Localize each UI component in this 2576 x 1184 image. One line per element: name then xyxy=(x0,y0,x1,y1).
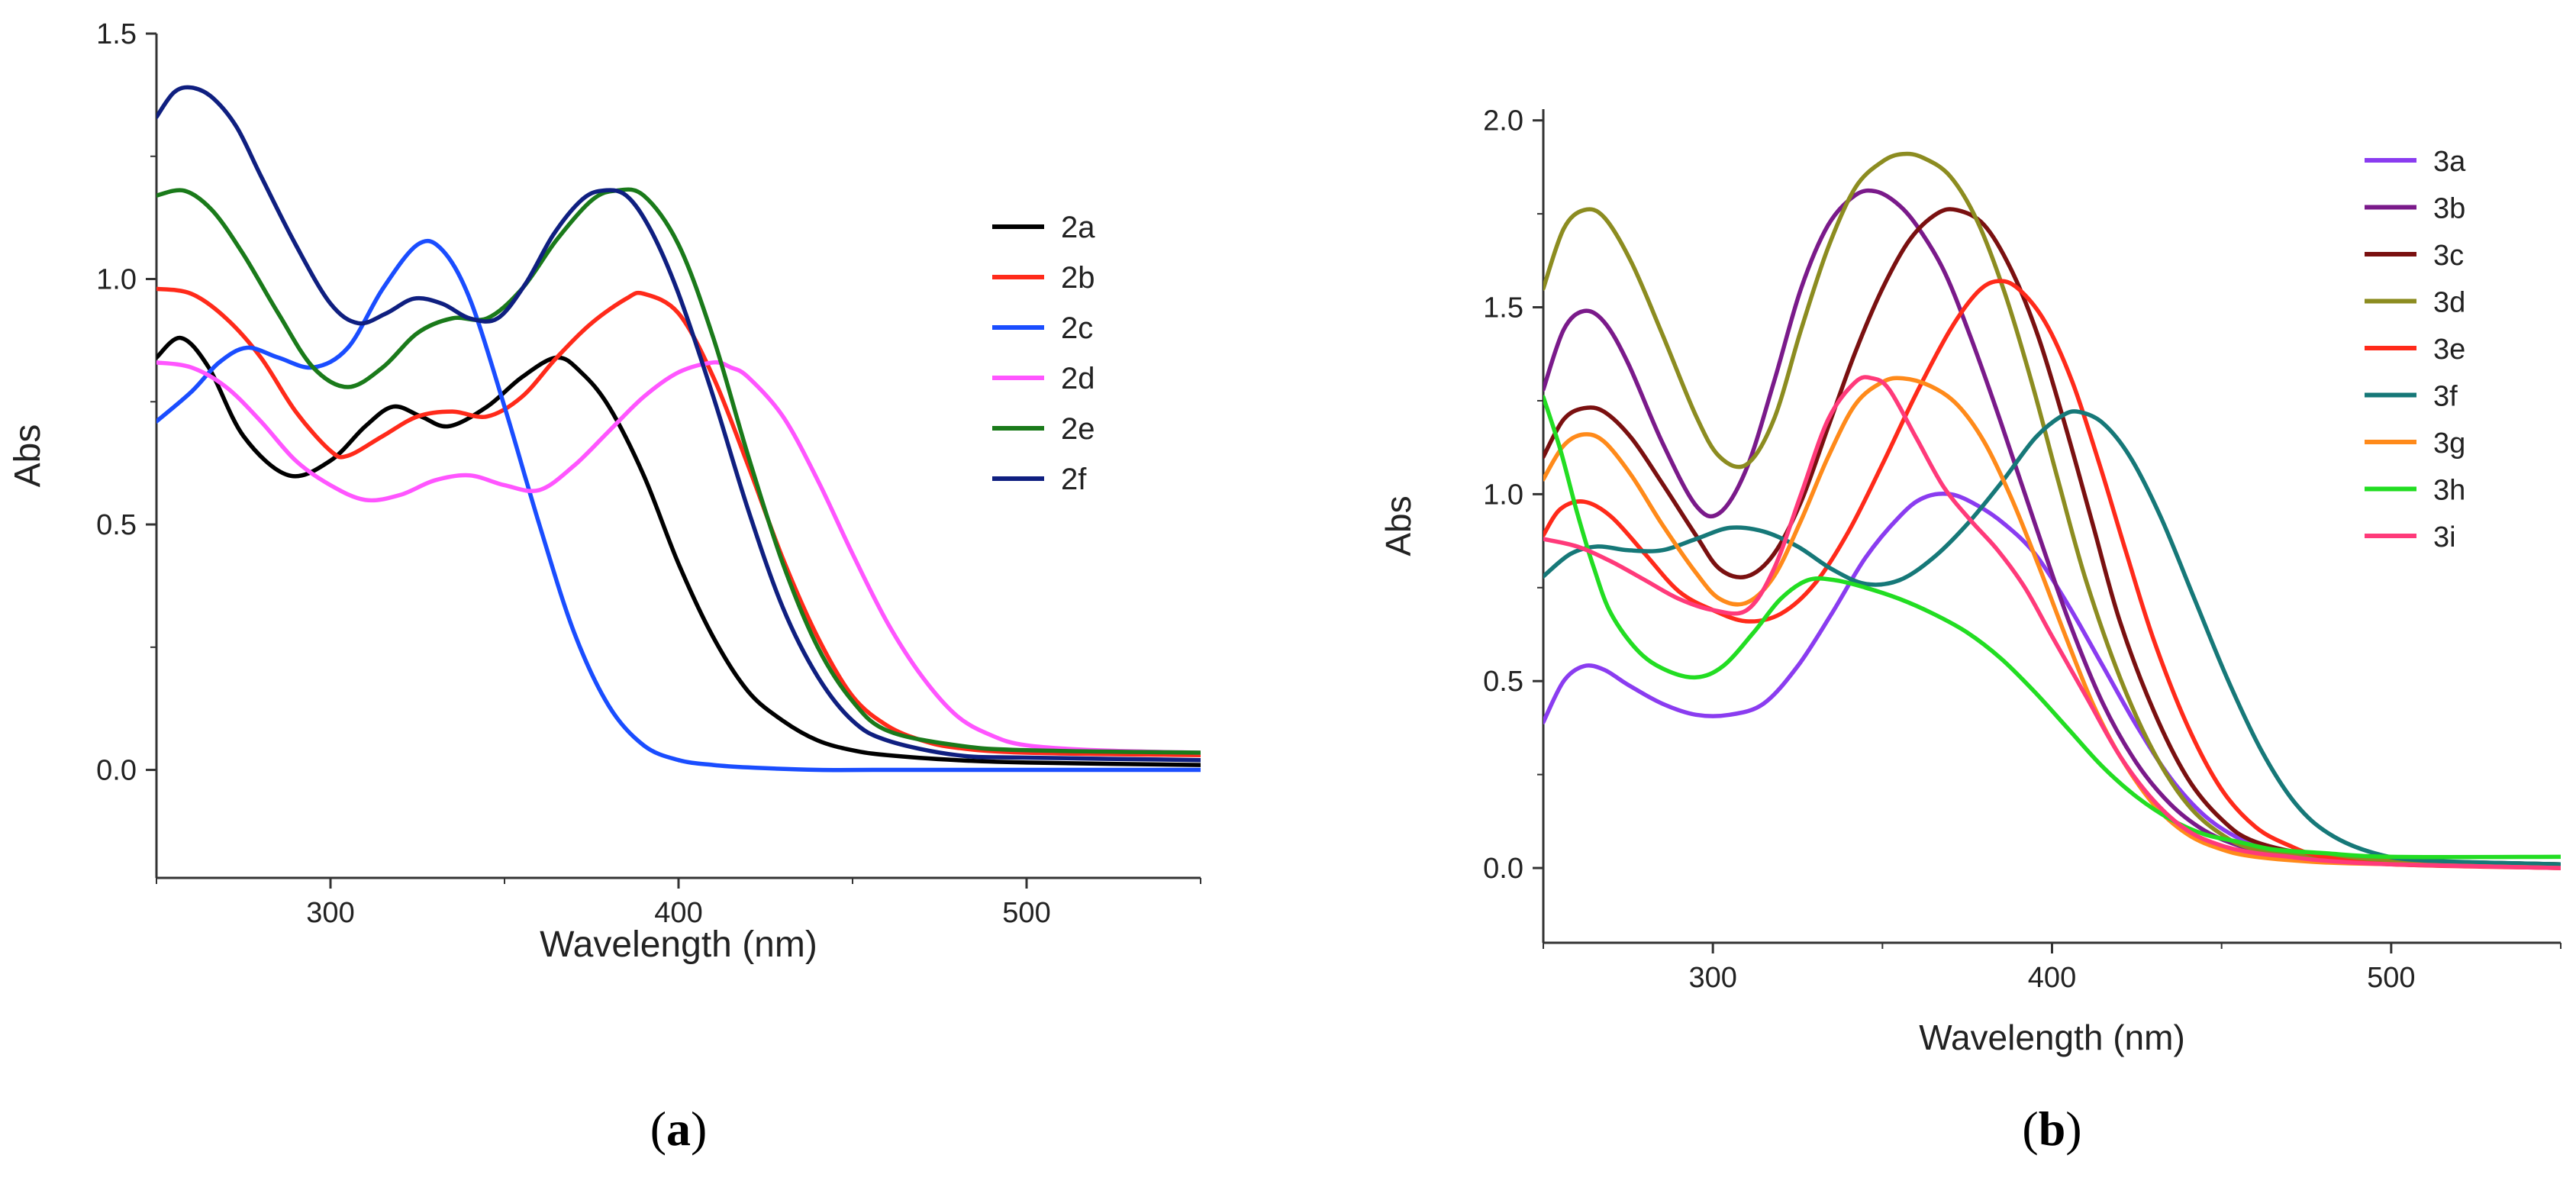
series-line-2d xyxy=(156,360,1201,755)
y-tick-label: 1.0 xyxy=(96,264,137,296)
legend-label: 3i xyxy=(2433,521,2456,553)
legend-label: 2c xyxy=(1061,311,1093,345)
legend-item: 2d xyxy=(992,362,1095,395)
legend-item: 3f xyxy=(2365,381,2458,413)
legend-item: 3a xyxy=(2365,146,2466,178)
plot-area xyxy=(1543,151,2561,870)
x-tick-label: 500 xyxy=(2367,962,2415,994)
legend-label: 3a xyxy=(2433,146,2466,178)
series-line-3c xyxy=(1543,207,2561,866)
y-tick-label: 2.0 xyxy=(1483,105,1523,137)
panel-label-a: (a) xyxy=(650,1102,708,1156)
legend-item: 3e xyxy=(2365,334,2465,366)
legend-label: 3c xyxy=(2433,240,2464,272)
legend-item: 3d xyxy=(2365,287,2465,319)
legend-item: 2f xyxy=(992,463,1087,496)
legend-label: 3h xyxy=(2433,475,2465,507)
series-line-3f xyxy=(1543,409,2561,866)
series-line-3e xyxy=(1543,279,2561,870)
panel-letter: b xyxy=(2039,1102,2066,1156)
x-tick-label: 300 xyxy=(306,897,354,929)
panel-letter: a xyxy=(666,1102,691,1156)
x-tick-label: 500 xyxy=(1002,897,1050,929)
legend-label: 2b xyxy=(1061,261,1095,295)
legend-label: 3e xyxy=(2433,334,2465,366)
series-line-3d xyxy=(1543,151,2561,866)
legend-label: 2e xyxy=(1061,412,1095,446)
y-tick-label: 0.0 xyxy=(1483,853,1523,885)
legend-item: 3c xyxy=(2365,240,2464,272)
series-line-2b xyxy=(156,286,1201,757)
legend-item: 2c xyxy=(992,311,1093,345)
y-tick-label: 0.5 xyxy=(96,509,137,541)
legend-item: 2b xyxy=(992,261,1095,295)
y-axis-title: Abs xyxy=(1378,495,1418,556)
legend-item: 3g xyxy=(2365,427,2465,460)
legend-item: 3h xyxy=(2365,475,2465,507)
y-tick-label: 1.5 xyxy=(96,18,137,50)
y-tick-label: 0.0 xyxy=(96,755,137,787)
panel-paren-open: ( xyxy=(2022,1102,2038,1156)
legend-item: 3i xyxy=(2365,521,2456,553)
legend-item: 2a xyxy=(992,211,1095,244)
series-line-2f xyxy=(156,85,1201,763)
legend-label: 3f xyxy=(2433,381,2458,413)
y-tick-label: 0.5 xyxy=(1483,666,1523,698)
legend-label: 2a xyxy=(1061,211,1095,244)
panel-paren-close: ) xyxy=(691,1102,707,1156)
y-tick-label: 1.0 xyxy=(1483,479,1523,511)
x-tick-label: 300 xyxy=(1688,962,1736,994)
plot-area xyxy=(156,85,1201,773)
legend: 3a 3b 3c 3d 3e 3f 3g 3h 3i xyxy=(2365,146,2466,553)
series-line-2c xyxy=(156,238,1201,773)
chart-panel-b: 0.0 0.5 1.0 1.5 2.0 300 400 500 Wavelength (nm) A… xyxy=(1378,105,2561,1057)
panel-paren-close: ) xyxy=(2065,1102,2081,1156)
x-axis-title: Wavelength (nm) xyxy=(540,924,817,965)
panel-paren-open: ( xyxy=(650,1102,666,1156)
x-tick-label: 400 xyxy=(654,897,702,929)
series-line-3b xyxy=(1543,188,2561,866)
legend-label: 2f xyxy=(1061,463,1087,496)
legend-item: 3b xyxy=(2365,193,2465,225)
y-axis-title: Abs xyxy=(8,424,48,488)
series-line-3i xyxy=(1543,375,2561,870)
legend-label: 3g xyxy=(2433,427,2465,460)
series-line-2a xyxy=(156,335,1201,767)
chart-panel-a: 0.0 0.5 1.0 1.5 300 400 500 Wavelength (nm) Abs 2… xyxy=(8,18,1201,965)
legend-label: 3b xyxy=(2433,193,2465,225)
x-axis-title: Wavelength (nm) xyxy=(1919,1018,2185,1057)
panel-label-b: (b) xyxy=(2022,1102,2081,1156)
legend-label: 2d xyxy=(1061,362,1095,395)
x-tick-label: 400 xyxy=(2028,962,2076,994)
series-line-3a xyxy=(1543,492,2561,866)
y-tick-label: 1.5 xyxy=(1483,292,1523,324)
legend: 2a 2b 2c 2d 2e 2f xyxy=(992,211,1095,496)
series-line-3g xyxy=(1543,376,2561,870)
legend-item: 2e xyxy=(992,412,1095,446)
legend-label: 3d xyxy=(2433,287,2465,319)
series-line-3h xyxy=(1543,395,2561,860)
